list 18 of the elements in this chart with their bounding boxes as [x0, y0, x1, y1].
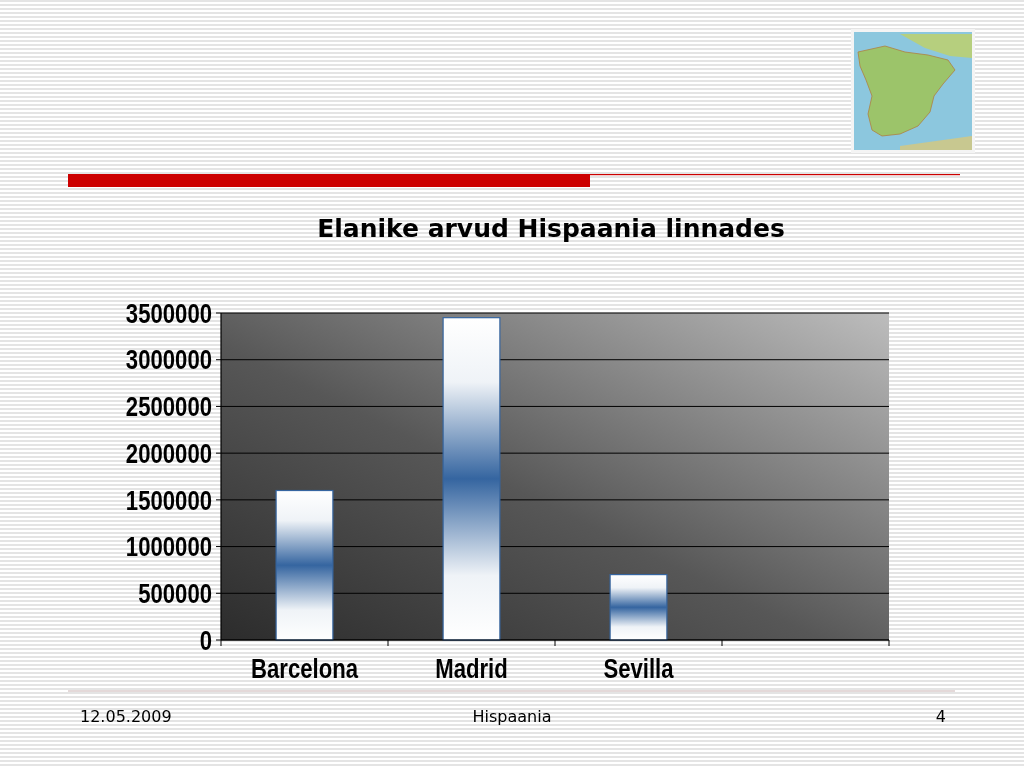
x-tick-label: Sevilla	[603, 653, 674, 684]
bar	[275, 489, 334, 641]
text: 4	[935, 707, 946, 726]
chart-title: Elanike arvud Hispaania linnades	[317, 214, 785, 243]
x-tick-label: Barcelona	[251, 653, 359, 684]
y-tick-label: 3500000	[125, 298, 212, 329]
y-tick-label: 1500000	[125, 485, 212, 516]
y-tick-label: 500000	[138, 578, 212, 609]
x-tick-label: Madrid	[435, 653, 508, 684]
text: Hispaania	[472, 707, 552, 726]
text: 12.05.2009	[80, 707, 172, 726]
y-tick-label: 0	[199, 625, 212, 656]
y-tick-label: 1000000	[125, 532, 212, 562]
y-tick-label: 2500000	[125, 392, 212, 422]
y-tick-label: 2000000	[125, 438, 212, 469]
bar	[609, 574, 668, 641]
bar	[442, 317, 501, 641]
y-tick-label: 3000000	[125, 345, 212, 375]
